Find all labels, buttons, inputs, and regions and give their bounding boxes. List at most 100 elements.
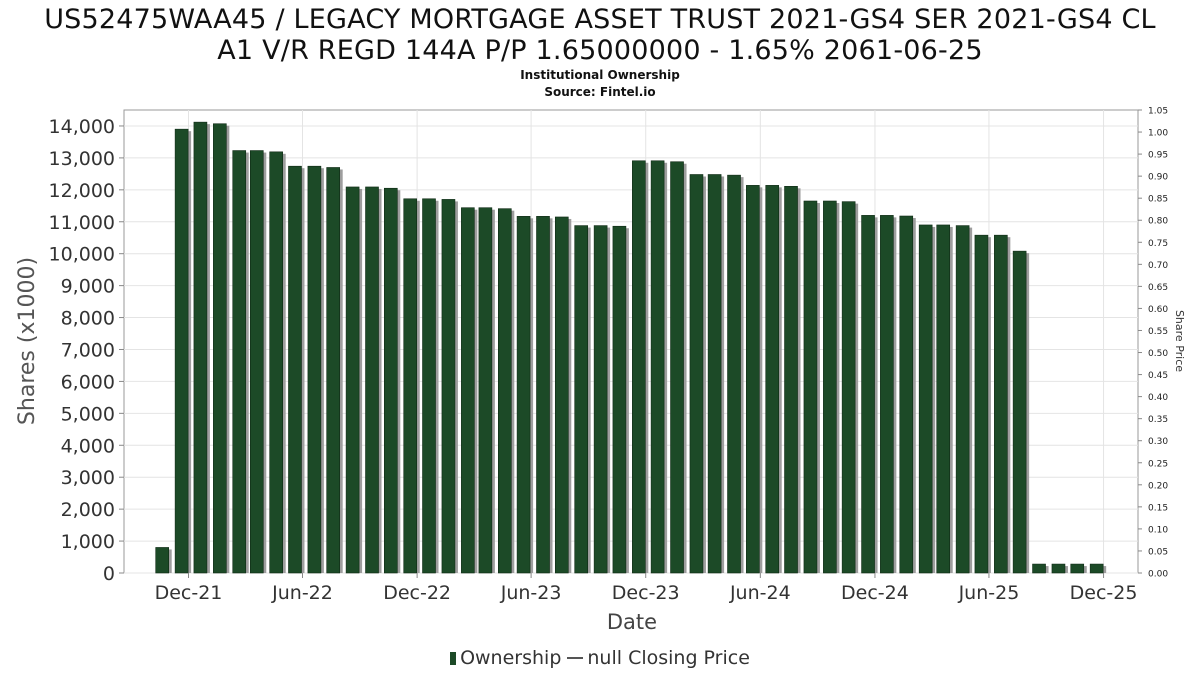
ownership-bar	[841, 201, 856, 574]
ownership-bar	[155, 547, 170, 574]
legend: Ownership null Closing Price	[0, 647, 1200, 669]
ownership-bar	[1089, 563, 1104, 574]
ownership-bar	[345, 186, 360, 574]
ownership-bar	[936, 224, 951, 574]
ownership-bar	[307, 165, 322, 574]
y-tick-label: 13,000	[49, 148, 115, 170]
x-tick-label: Jun-22	[271, 582, 333, 604]
ownership-bar	[461, 207, 475, 574]
y2-tick-label: 0.60	[1148, 305, 1168, 315]
x-tick-label: Jun-23	[500, 582, 562, 604]
ownership-bar	[213, 123, 227, 574]
ownership-bar	[803, 200, 818, 574]
legend-ownership-swatch	[450, 652, 457, 665]
chart-title-line-2: A1 V/R REGD 144A P/P 1.65000000 - 1.65% …	[217, 35, 983, 66]
ownership-bar	[861, 215, 875, 574]
y-tick-label: 6,000	[61, 371, 115, 393]
y-tick-label: 12,000	[49, 180, 115, 202]
ownership-bar	[765, 185, 780, 574]
ownership-bar	[918, 224, 933, 574]
ownership-bar	[994, 234, 1008, 574]
y2-tick-label: 1.00	[1148, 129, 1168, 139]
ownership-bar	[288, 165, 302, 574]
y2-tick-label: 0.40	[1148, 393, 1168, 403]
y2-tick-label: 0.20	[1148, 481, 1168, 491]
y-tick-label: 10,000	[49, 244, 115, 266]
ownership-bar	[1032, 563, 1046, 574]
ownership-bar	[974, 234, 989, 574]
ownership-bar	[403, 198, 418, 574]
ownership-bar	[384, 187, 398, 574]
y2-axis-label: Share Price	[1173, 310, 1186, 372]
ownership-bar	[365, 186, 379, 574]
y2-tick-label: 0.00	[1148, 570, 1168, 580]
ownership-bar	[955, 225, 970, 574]
y-tick-label: 14,000	[49, 116, 115, 138]
x-tick-label: Dec-22	[383, 582, 451, 604]
ownership-bar	[1051, 563, 1066, 574]
ownership-bar	[670, 161, 684, 574]
ownership-bar	[478, 207, 493, 574]
ownership-bar	[880, 215, 894, 574]
y-tick-label: 0	[103, 563, 115, 585]
ownership-bar	[784, 186, 798, 574]
y-tick-label: 7,000	[61, 339, 115, 361]
y2-tick-label: 0.50	[1148, 349, 1168, 359]
ownership-bar	[689, 174, 704, 574]
ownership-bar	[574, 225, 589, 574]
ownership-bar	[823, 200, 837, 574]
ownership-bar	[746, 185, 760, 574]
x-tick-label: Dec-25	[1070, 582, 1138, 604]
x-tick-label: Dec-24	[841, 582, 909, 604]
y2-tick-label: 0.95	[1148, 151, 1168, 161]
bars	[155, 121, 1107, 574]
y2-tick-label: 0.45	[1148, 371, 1168, 381]
y-tick-label: 2,000	[61, 499, 115, 521]
x-tick-label: Jun-25	[958, 582, 1020, 604]
y-tick-label: 8,000	[61, 308, 115, 330]
ownership-bar	[1012, 250, 1027, 574]
y-tick-label: 9,000	[61, 276, 115, 298]
ownership-bar	[650, 160, 665, 574]
ownership-bar	[516, 216, 531, 574]
y2-tick-label: 0.90	[1148, 173, 1168, 183]
legend-price-line	[567, 657, 584, 659]
y2-tick-label: 0.65	[1148, 283, 1168, 293]
y2-tick-label: 0.25	[1148, 459, 1168, 469]
ownership-bar	[497, 208, 512, 574]
ownership-bar	[174, 128, 189, 574]
ownership-bar	[326, 167, 340, 574]
x-tick-label: Dec-21	[155, 582, 223, 604]
ownership-bar	[249, 150, 264, 574]
y-tick-label: 3,000	[61, 467, 115, 489]
chart-title-line-1: US52475WAA45 / LEGACY MORTGAGE ASSET TRU…	[44, 4, 1156, 35]
y2-tick-label: 0.30	[1148, 437, 1168, 447]
y2-tick-label: 1.05	[1148, 107, 1168, 117]
y2-tick-label: 0.05	[1148, 547, 1168, 557]
y-tick-label: 5,000	[61, 403, 115, 425]
y2-tick-label: 0.35	[1148, 415, 1168, 425]
y-axis-label: Shares (x1000)	[15, 257, 40, 425]
y-tick-label: 1,000	[61, 531, 115, 553]
ownership-bar	[232, 150, 247, 574]
y2-tick-label: 0.85	[1148, 195, 1168, 205]
y-tick-label: 4,000	[61, 435, 115, 457]
ownership-bar	[536, 216, 550, 574]
y2-tick-label: 0.80	[1148, 217, 1168, 227]
legend-ownership-label: Ownership	[460, 647, 562, 669]
chart-source: Source: Fintel.io	[544, 85, 656, 99]
y2-tick-label: 0.55	[1148, 327, 1168, 337]
ownership-bar	[632, 160, 646, 574]
x-tick-label: Jun-24	[729, 582, 791, 604]
legend-price-label: null Closing Price	[587, 647, 750, 669]
ownership-bar	[193, 121, 208, 574]
ownership-bar	[707, 174, 722, 574]
ownership-bar	[422, 198, 436, 574]
y2-tick-label: 0.15	[1148, 503, 1168, 513]
y2-tick-label: 0.70	[1148, 261, 1168, 271]
y2-tick-label: 0.75	[1148, 239, 1168, 249]
ownership-bar	[554, 216, 569, 574]
x-axis-label: Date	[607, 610, 657, 634]
y-tick-label: 11,000	[49, 212, 115, 234]
